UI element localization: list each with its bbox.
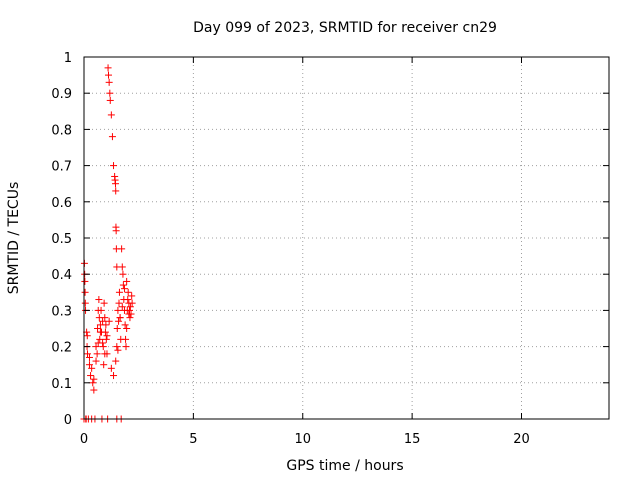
- data-point: [99, 317, 107, 325]
- x-tick-label: 15: [404, 432, 421, 447]
- data-point: [97, 306, 105, 314]
- chart-title: Day 099 of 2023, SRMTID for receiver cn2…: [193, 20, 497, 36]
- data-point: [123, 277, 131, 285]
- data-point: [126, 314, 134, 322]
- data-point: [104, 64, 112, 72]
- data-point: [118, 245, 126, 253]
- data-point: [88, 364, 96, 372]
- data-point: [96, 328, 104, 336]
- y-tick-label: 0.4: [51, 268, 72, 283]
- y-tick-label: 0: [64, 413, 72, 428]
- x-tick-label: 5: [189, 432, 197, 447]
- y-axis-label: SRMTID / TECUs: [6, 182, 22, 295]
- data-point: [107, 364, 115, 372]
- data-point: [126, 306, 133, 314]
- data-point: [112, 227, 120, 235]
- data-point: [87, 372, 95, 380]
- data-point: [100, 361, 108, 369]
- data-point: [107, 111, 115, 119]
- data-point: [115, 299, 123, 307]
- data-point: [84, 350, 91, 358]
- data-point: [123, 325, 131, 332]
- data-point: [101, 314, 109, 322]
- data-point: [113, 343, 121, 351]
- y-tick-label: 0.9: [51, 87, 72, 102]
- data-point: [112, 187, 120, 195]
- data-point: [94, 339, 102, 347]
- data-point: [100, 299, 108, 307]
- data-point: [81, 299, 89, 307]
- data-point: [120, 285, 128, 293]
- data-point: [115, 317, 123, 325]
- data-point: [85, 361, 93, 369]
- data-point: [106, 89, 114, 97]
- data-point: [118, 263, 126, 271]
- data-point: [115, 288, 123, 296]
- data-point: [105, 317, 113, 325]
- data-point: [85, 353, 93, 361]
- data-point: [122, 335, 130, 343]
- data-point: [110, 162, 118, 170]
- y-tick-label: 0.3: [51, 304, 72, 319]
- y-tick-label: 0.7: [51, 160, 72, 175]
- data-point: [122, 343, 130, 351]
- data-point: [101, 350, 109, 358]
- data-point: [94, 325, 102, 332]
- data-point: [125, 310, 133, 318]
- data-point: [92, 357, 100, 365]
- plot-frame: [83, 56, 610, 420]
- data-point: [92, 343, 100, 351]
- data-point: [112, 180, 119, 188]
- data-point: [102, 321, 110, 329]
- data-point: [128, 292, 136, 300]
- data-point: [121, 321, 129, 329]
- y-tick-label: 0.6: [51, 196, 72, 211]
- data-point: [103, 332, 111, 340]
- x-tick-label: 0: [80, 432, 88, 447]
- x-tick-label: 10: [294, 432, 311, 447]
- y-tick-label: 0.1: [51, 377, 72, 392]
- data-point: [124, 296, 132, 304]
- data-point: [128, 299, 136, 307]
- data-point: [81, 277, 89, 285]
- data-point: [114, 306, 122, 314]
- data-point: [110, 372, 118, 380]
- x-axis-label: GPS time / hours: [286, 458, 403, 474]
- data-point: [124, 288, 132, 296]
- data-point: [89, 379, 97, 387]
- y-tick-label: 1: [64, 51, 72, 66]
- y-tick-label: 0.2: [51, 341, 72, 356]
- data-point: [119, 270, 127, 278]
- data-point: [95, 296, 103, 304]
- data-point: [114, 346, 122, 354]
- data-point: [112, 357, 120, 365]
- data-point: [81, 288, 89, 296]
- data-point: [93, 350, 101, 358]
- data-point: [108, 133, 116, 141]
- data-point: [102, 335, 110, 343]
- data-point: [119, 281, 127, 289]
- data-point: [90, 375, 98, 383]
- data-point: [126, 303, 134, 311]
- data-point: [116, 314, 124, 322]
- data-point: [90, 386, 98, 394]
- data-point: [99, 343, 107, 351]
- data-point: [96, 335, 104, 343]
- data-point: [113, 325, 121, 332]
- grid: [84, 57, 609, 419]
- data-point: [83, 332, 91, 340]
- x-tick-label: 20: [513, 432, 530, 447]
- y-tick-label: 0.8: [51, 123, 72, 138]
- data-point: [118, 303, 126, 311]
- data-point: [106, 96, 114, 104]
- data-point: [105, 71, 112, 79]
- y-tick-label: 0.5: [51, 232, 72, 247]
- data-point: [105, 78, 113, 86]
